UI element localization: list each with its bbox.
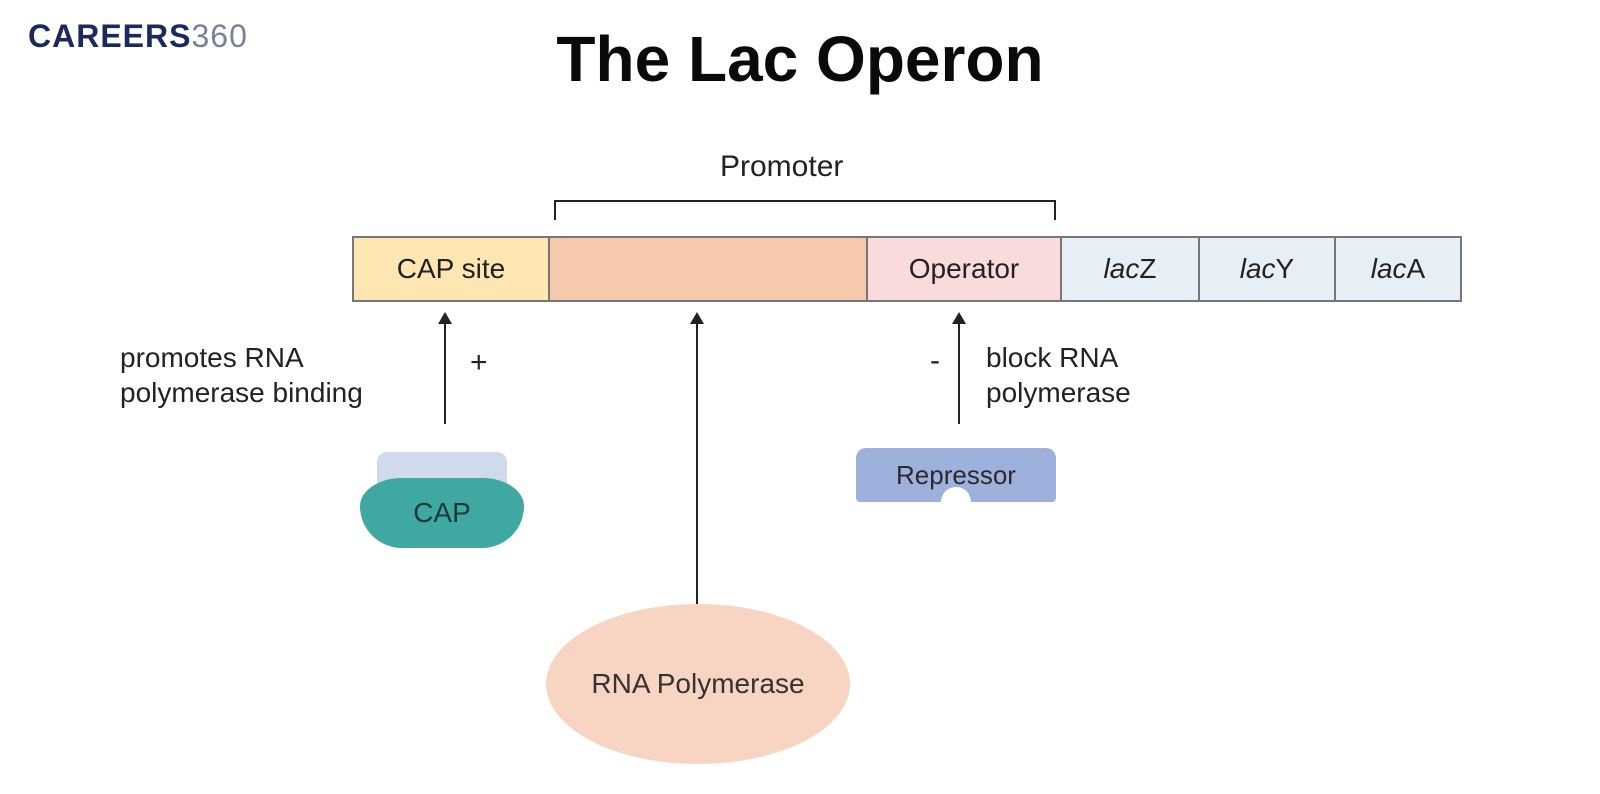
logo-bold: CAREERS bbox=[28, 18, 191, 54]
segment-label: CAP site bbox=[397, 253, 505, 285]
cap-protein: CAP bbox=[360, 452, 524, 548]
segment-label: Operator bbox=[909, 253, 1020, 285]
segment-lacz: lacZ bbox=[1060, 236, 1200, 302]
note-line: polymerase bbox=[986, 377, 1131, 408]
promoter-bracket bbox=[554, 200, 1056, 202]
note-block: block RNA polymerase bbox=[986, 340, 1131, 410]
rna-polymerase-label: RNA Polymerase bbox=[591, 668, 804, 700]
segment-laca: lacA bbox=[1334, 236, 1462, 302]
note-line: block RNA bbox=[986, 342, 1118, 373]
plus-sign: + bbox=[470, 346, 488, 380]
repressor-protein: Repressor bbox=[856, 448, 1056, 502]
segment-promoter bbox=[548, 236, 868, 302]
segment-label-prefix: lac bbox=[1371, 253, 1407, 285]
rna-polymerase: RNA Polymerase bbox=[546, 604, 850, 764]
logo: CAREERS360 bbox=[28, 18, 248, 55]
logo-light: 360 bbox=[191, 18, 247, 54]
note-line: polymerase binding bbox=[120, 377, 363, 408]
cap-protein-label: CAP bbox=[413, 497, 471, 529]
segment-label-suffix: Y bbox=[1276, 253, 1295, 285]
arrow-cap bbox=[444, 314, 446, 424]
segment-label-suffix: A bbox=[1407, 253, 1426, 285]
segment-label-prefix: lac bbox=[1104, 253, 1140, 285]
arrow-rnap bbox=[696, 314, 698, 604]
segment-label-prefix: lac bbox=[1240, 253, 1276, 285]
note-line: promotes RNA bbox=[120, 342, 304, 373]
promoter-label: Promoter bbox=[720, 150, 843, 184]
segment-operator: Operator bbox=[866, 236, 1062, 302]
gene-row: CAP site Operator lacZ lacY lacA bbox=[352, 236, 1462, 302]
note-promotes: promotes RNA polymerase binding bbox=[120, 340, 363, 410]
arrow-repressor bbox=[958, 314, 960, 424]
repressor-label: Repressor bbox=[896, 460, 1016, 491]
diagram-title: The Lac Operon bbox=[556, 22, 1043, 96]
cap-protein-body: CAP bbox=[360, 478, 524, 548]
segment-label-suffix: Z bbox=[1139, 253, 1156, 285]
segment-cap-site: CAP site bbox=[352, 236, 550, 302]
minus-sign: - bbox=[930, 344, 940, 378]
segment-lacy: lacY bbox=[1198, 236, 1336, 302]
